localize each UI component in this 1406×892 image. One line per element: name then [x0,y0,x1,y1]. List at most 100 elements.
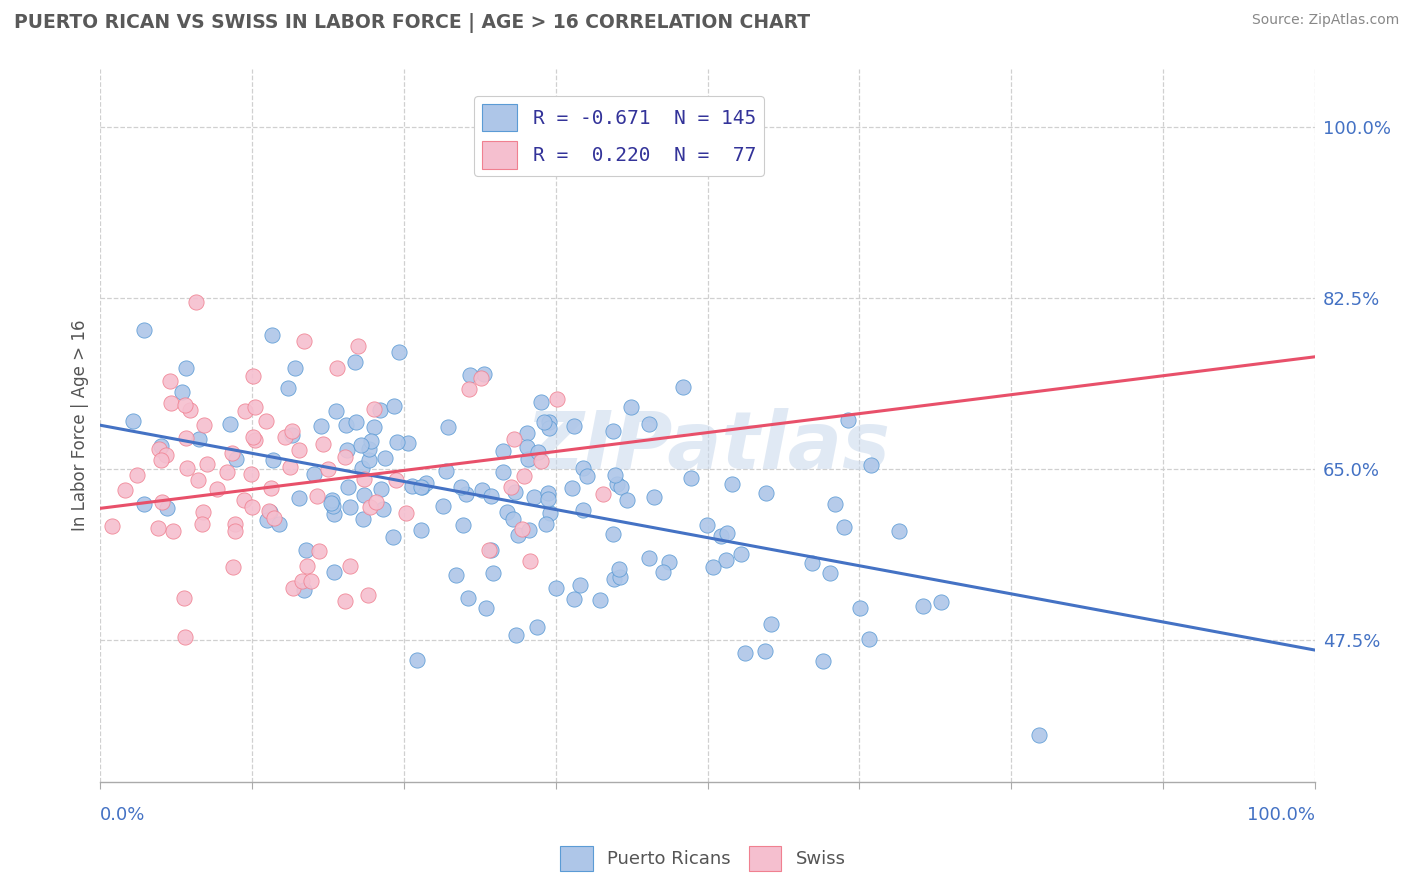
Point [339,558,361,573]
Point [474,601,496,615]
Point [478,542,501,557]
Point [350,437,373,451]
Point [176,461,198,475]
Point [387,345,409,359]
Point [308,543,330,558]
Point [411,480,433,494]
Point [434,464,457,478]
Point [337,480,360,494]
Point [818,566,841,580]
Point [273,430,295,444]
Point [254,414,277,428]
Point [160,396,183,410]
Point [609,480,631,494]
Point [325,404,347,418]
Point [132,322,155,336]
Point [492,443,515,458]
Point [304,467,326,481]
Point [456,486,478,500]
Point [602,526,624,541]
Point [259,505,281,519]
Point [217,466,239,480]
Point [155,448,177,462]
Point [305,489,328,503]
Point [912,599,935,613]
Point [813,654,835,668]
Point [191,505,214,519]
Point [479,490,502,504]
Point [437,420,460,434]
Point [562,418,585,433]
Point [243,433,266,447]
Point [344,415,367,429]
Point [602,572,624,586]
Point [534,517,557,532]
Point [256,513,278,527]
Point [368,402,391,417]
Point [242,430,264,444]
Point [280,424,302,438]
Point [221,445,243,459]
Point [319,495,342,509]
Point [848,601,870,615]
Point [538,415,561,429]
Point [284,361,307,376]
Point [516,440,538,454]
Point [352,512,374,526]
Point [188,432,211,446]
Point [761,616,783,631]
Point [322,507,344,521]
Point [620,400,643,414]
Point [603,468,626,483]
Point [159,375,181,389]
Point [322,500,344,514]
Point [221,559,243,574]
Point [602,424,624,438]
Point [262,328,284,343]
Point [191,517,214,532]
Point [195,458,218,472]
Point [101,519,124,533]
Point [174,630,197,644]
Point [592,487,614,501]
Point [457,591,479,605]
Point [207,482,229,496]
Point [859,458,882,472]
Point [174,397,197,411]
Legend: Puerto Ricans, Swiss: Puerto Ricans, Swiss [553,838,853,879]
Point [240,500,263,515]
Point [346,339,368,353]
Point [432,500,454,514]
Point [224,516,246,531]
Text: 0.0%: 0.0% [100,806,146,824]
Point [714,553,737,567]
Point [544,582,567,596]
Point [1028,728,1050,742]
Point [174,361,197,376]
Point [280,428,302,442]
Point [451,517,474,532]
Point [260,481,283,495]
Point [335,417,357,432]
Point [672,380,695,394]
Point [702,560,724,574]
Point [533,415,555,429]
Point [530,395,553,409]
Point [280,460,302,475]
Point [149,439,172,453]
Point [146,521,169,535]
Point [357,453,380,467]
Point [681,471,703,485]
Point [132,497,155,511]
Point [267,517,290,532]
Point [832,520,855,534]
Point [225,452,247,467]
Point [326,361,349,376]
Point [283,581,305,595]
Point [516,426,538,441]
Point [406,653,429,667]
Point [150,495,173,509]
Point [858,632,880,647]
Point [616,493,638,508]
Point [512,468,534,483]
